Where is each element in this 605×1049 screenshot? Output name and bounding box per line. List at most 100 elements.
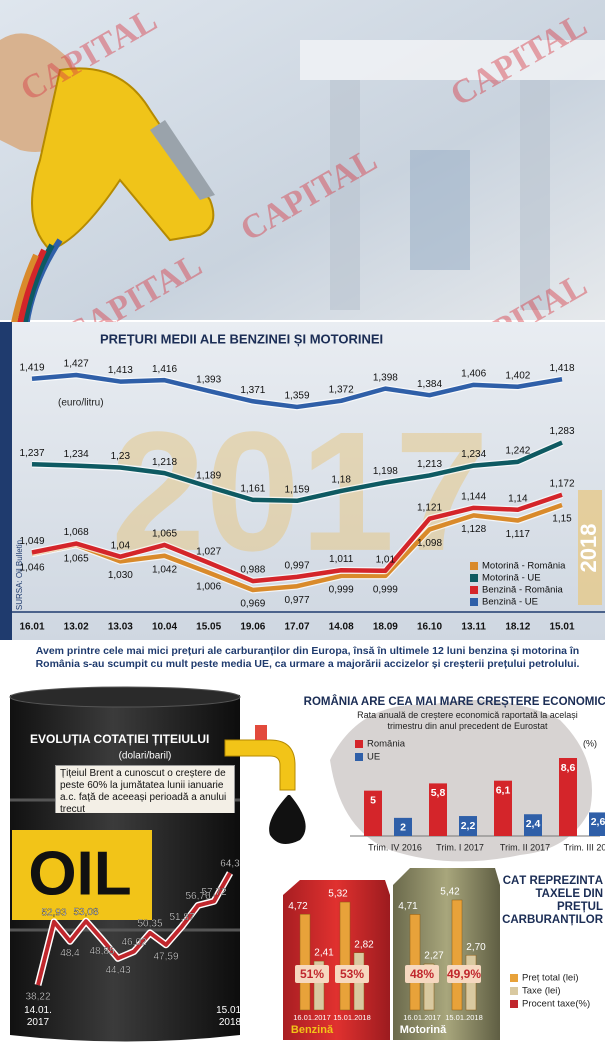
nozzle-spout [150, 120, 215, 200]
unit-label: (euro/litru) [58, 398, 104, 409]
data-label: 1,18 [331, 475, 351, 486]
x-tick-label: 13.02 [64, 622, 89, 633]
barrel-top [9, 686, 241, 708]
data-label: 1,161 [240, 484, 265, 495]
data-label: 5,8 [431, 787, 446, 799]
bar [423, 963, 435, 1011]
series-line [31, 372, 563, 410]
legend-swatch [470, 586, 478, 594]
data-label: 1,01 [376, 554, 396, 565]
legend-swatch [355, 753, 363, 761]
data-label: 1,283 [549, 426, 574, 437]
data-label: 6,1 [496, 784, 511, 796]
x-tick-label: 15.01 [549, 622, 574, 633]
bar [559, 758, 577, 836]
data-label: 47,59 [153, 951, 178, 962]
legend-label: Motorină - România [482, 561, 566, 572]
data-label: 48% [410, 967, 434, 981]
percent-box [447, 965, 481, 983]
data-label: 5,42 [440, 887, 460, 898]
data-label: 1,14 [508, 493, 528, 504]
data-label: 0,969 [240, 599, 265, 610]
data-label: 8,6 [561, 762, 576, 774]
x-tick-label: Trim. IV 2016 [368, 842, 422, 852]
data-label: 1,128 [461, 524, 486, 535]
series-line [31, 440, 563, 504]
data-label: 46,02 [121, 937, 146, 948]
data-label: 0,999 [373, 585, 398, 596]
x-tick-label: 15.01.2018 [445, 1013, 483, 1022]
data-label: 1,234 [64, 449, 89, 460]
data-label: 44,43 [105, 965, 130, 976]
legend-label: Benzină - România [482, 585, 564, 596]
data-label: 1,027 [196, 546, 221, 557]
percent-box [335, 965, 369, 983]
data-label: 2,2 [461, 820, 476, 832]
x-tick-label: 14.08 [329, 622, 354, 633]
x-tick-label: 10.04 [152, 622, 177, 633]
data-label: 1,189 [196, 470, 221, 481]
data-label: 1,213 [417, 459, 442, 470]
caption: Avem printre cele mai mici prețuri ale c… [35, 645, 580, 670]
data-label: 1,427 [64, 359, 89, 370]
data-label: 4,71 [398, 901, 418, 912]
data-label: 1,242 [505, 445, 530, 456]
bar [459, 816, 477, 836]
group-label: Benzină [291, 1024, 334, 1036]
data-label: 1,098 [417, 538, 442, 549]
data-label: 1,359 [284, 391, 309, 402]
x-tick-label: 15.01.2018 [216, 1005, 244, 1028]
fuel-nozzle [31, 67, 215, 252]
data-label: 2,6 [591, 816, 605, 828]
data-label: 1,198 [373, 466, 398, 477]
x-tick-label: 15.05 [196, 622, 221, 633]
data-label: 1,121 [417, 502, 442, 513]
data-label: 1,049 [19, 536, 44, 547]
data-label: 2,41 [314, 948, 334, 959]
x-tick-label: Trim. III 2017 [564, 842, 605, 852]
data-label: 0,999 [329, 585, 354, 596]
data-label: 1,006 [196, 581, 221, 592]
data-label: 1,406 [461, 368, 486, 379]
data-label: 53,08 [73, 907, 98, 918]
data-label: 51% [300, 967, 324, 981]
legend-swatch [470, 598, 478, 606]
data-label: 51,87 [169, 912, 194, 923]
series-line [31, 492, 563, 584]
data-label: 57,72 [201, 887, 226, 898]
data-label: 1,172 [549, 478, 574, 489]
barrel-text: OIL [28, 839, 131, 908]
legend-swatch [510, 987, 518, 995]
x-tick-label: Trim. II 2017 [500, 842, 550, 852]
legend-swatch [510, 1000, 518, 1008]
data-label: 2,70 [466, 942, 486, 953]
bar [299, 913, 311, 1011]
x-tick-label: 16.01 [19, 622, 44, 633]
oil-drop [269, 795, 306, 844]
faucet-valve [255, 725, 267, 740]
data-label: 0,997 [284, 560, 309, 571]
data-label: 1,04 [111, 540, 131, 551]
bar [339, 901, 351, 1011]
group-label: Motorină [400, 1024, 447, 1036]
year-band [578, 490, 602, 605]
data-label: 1,065 [152, 529, 177, 540]
x-tick-label: 16.01.2017 [403, 1013, 441, 1022]
chart-subtitle: Rata anuală de creștere economică raport… [357, 710, 578, 731]
series-line [31, 502, 563, 593]
legend-label: România [367, 739, 406, 750]
unit-label: (%) [583, 738, 597, 748]
x-tick-label: 16.01.2017 [293, 1013, 331, 1022]
data-label: 1,144 [461, 491, 486, 502]
chart-title: CÂT REPREZINTĂ TAXELE DIN PREȚUL CARBURA… [502, 875, 603, 926]
data-label: 53% [340, 967, 364, 981]
data-label: 1,372 [329, 384, 354, 395]
legend-label: Motorină - UE [482, 573, 541, 584]
data-label: 4,72 [288, 901, 308, 912]
data-label: 1,418 [549, 363, 574, 374]
station-pillar [330, 80, 360, 310]
data-label: 5 [370, 794, 376, 806]
legend-swatch [470, 562, 478, 570]
data-label: 5,32 [328, 889, 348, 900]
panel-edge [0, 322, 12, 640]
